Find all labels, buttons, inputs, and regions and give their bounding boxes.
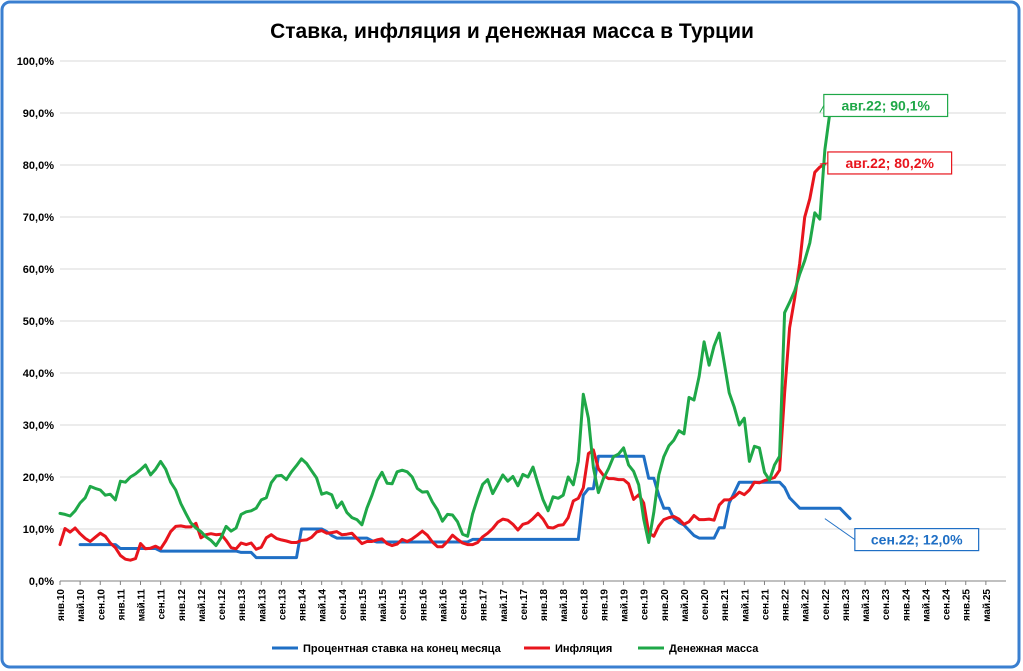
annotation-box: [854, 527, 980, 552]
x-tick-label: сен.14: [338, 589, 349, 621]
x-tick-label: май.11: [137, 589, 148, 622]
x-tick-label: янв.11: [116, 589, 127, 621]
y-tick-label: 40,0%: [23, 368, 54, 380]
x-tick-label: сен.20: [700, 589, 711, 621]
x-tick-label: май.15: [378, 589, 389, 622]
annotation-leader: [819, 105, 825, 113]
x-tick-label: май.17: [499, 589, 510, 622]
x-axis-ticks: янв.10 май.10 сен.10 янв.11 май.11 сен.11 янв.…: [56, 581, 993, 622]
series-line-0: [78, 454, 852, 560]
x-tick-label: сен.15: [398, 589, 409, 621]
x-tick-label: май.25: [982, 589, 993, 622]
y-tick-label: 100,0%: [17, 56, 55, 68]
x-tick-label: янв.16: [418, 589, 429, 621]
x-tick-label: май.22: [801, 589, 812, 622]
annotation-box: [827, 151, 953, 175]
annotation-leader: [824, 518, 856, 541]
annotation-label: авг.22; 80,2%: [845, 155, 934, 171]
annotation-label: авг.22; 90,1%: [841, 97, 930, 113]
y-tick-label: 0,0%: [29, 576, 54, 588]
y-axis-ticks: 0,0% 10,0% 20,0% 30,0% 40,0% 50,0% 60,0% 70,0% 8…: [17, 56, 55, 588]
x-tick-label: сен.22: [821, 589, 832, 621]
x-tick-label: сен.23: [881, 589, 892, 621]
x-tick-label: янв.10: [56, 589, 67, 621]
series-lines: [58, 111, 852, 562]
x-tick-label: сен.11: [157, 589, 168, 620]
x-tick-label: янв.23: [841, 589, 852, 621]
x-tick-label: янв.14: [298, 589, 309, 621]
x-tick-label: янв.20: [660, 589, 671, 621]
x-tick-label: сен.13: [277, 589, 288, 621]
x-tick-label: янв.19: [599, 589, 610, 621]
x-tick-label: сен.16: [459, 589, 470, 621]
y-tick-label: 70,0%: [23, 212, 54, 224]
x-tick-label: янв.17: [479, 589, 490, 621]
x-tick-label: янв.18: [539, 589, 550, 621]
x-tick-label: янв.24: [901, 589, 912, 621]
series-line-2: [58, 111, 832, 548]
legend: Процентная ставка на конец месяца Инфляци…: [272, 643, 759, 655]
x-tick-label: янв.25: [962, 589, 973, 621]
legend-label: Процентная ставка на конец месяца: [303, 643, 502, 655]
x-tick-label: янв.22: [781, 589, 792, 621]
annotations: авг.22; 90,1% авг.22; 80,2% сен.22; 12,0%: [819, 93, 980, 552]
x-tick-label: янв.13: [237, 589, 248, 621]
y-tick-label: 90,0%: [23, 108, 54, 120]
x-tick-label: май.18: [559, 589, 570, 622]
x-tick-label: май.21: [740, 589, 751, 622]
legend-label: Инфляция: [555, 643, 612, 655]
chart-title: Ставка, инфляция и денежная масса в Турц…: [270, 20, 754, 43]
y-tick-label: 20,0%: [23, 472, 54, 484]
y-tick-label: 50,0%: [23, 316, 54, 328]
x-tick-label: май.23: [861, 589, 872, 622]
x-tick-label: май.20: [680, 589, 691, 622]
x-tick-label: май.12: [197, 589, 208, 622]
x-tick-label: янв.15: [358, 589, 369, 621]
x-tick-label: янв.12: [177, 589, 188, 621]
y-tick-label: 30,0%: [23, 420, 54, 432]
legend-label: Денежная масса: [669, 643, 759, 655]
annotation-box: [823, 93, 949, 118]
x-tick-label: сен.21: [760, 589, 771, 621]
annotation-leader: [819, 162, 828, 165]
y-tick-label: 80,0%: [23, 160, 54, 172]
x-tick-label: май.13: [257, 589, 268, 622]
x-tick-label: сен.19: [640, 589, 651, 621]
x-tick-label: май.19: [620, 589, 631, 622]
series-line-1: [58, 162, 827, 562]
x-tick-label: сен.18: [579, 589, 590, 621]
x-tick-label: сен.12: [217, 589, 228, 621]
x-tick-label: янв.21: [720, 589, 731, 621]
x-tick-label: май.10: [76, 589, 87, 622]
x-tick-label: сен.17: [519, 589, 530, 621]
x-tick-label: май.14: [318, 589, 329, 622]
x-tick-label: сен.24: [942, 589, 953, 621]
x-tick-label: сен.10: [96, 589, 107, 621]
x-tick-label: май.24: [921, 589, 932, 622]
y-tick-label: 10,0%: [23, 524, 54, 536]
y-tick-label: 60,0%: [23, 264, 54, 276]
x-tick-label: май.16: [438, 589, 449, 622]
annotation-label: сен.22; 12,0%: [871, 532, 963, 548]
